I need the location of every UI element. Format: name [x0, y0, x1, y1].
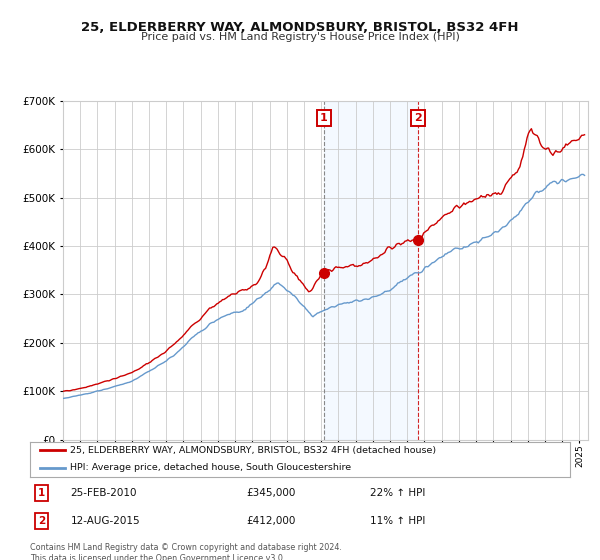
Text: 22% ↑ HPI: 22% ↑ HPI	[370, 488, 425, 498]
Text: 25, ELDERBERRY WAY, ALMONDSBURY, BRISTOL, BS32 4FH (detached house): 25, ELDERBERRY WAY, ALMONDSBURY, BRISTOL…	[71, 446, 437, 455]
Text: HPI: Average price, detached house, South Gloucestershire: HPI: Average price, detached house, Sout…	[71, 464, 352, 473]
Text: 1: 1	[38, 488, 46, 498]
Text: 12-AUG-2015: 12-AUG-2015	[71, 516, 140, 526]
Text: Price paid vs. HM Land Registry's House Price Index (HPI): Price paid vs. HM Land Registry's House …	[140, 32, 460, 43]
Bar	[323, 101, 418, 440]
Text: £345,000: £345,000	[246, 488, 295, 498]
Text: Contains HM Land Registry data © Crown copyright and database right 2024.
This d: Contains HM Land Registry data © Crown c…	[30, 543, 342, 560]
Text: 2: 2	[38, 516, 46, 526]
Text: 11% ↑ HPI: 11% ↑ HPI	[370, 516, 425, 526]
Text: 25-FEB-2010: 25-FEB-2010	[71, 488, 137, 498]
Text: £412,000: £412,000	[246, 516, 295, 526]
Text: 25, ELDERBERRY WAY, ALMONDSBURY, BRISTOL, BS32 4FH: 25, ELDERBERRY WAY, ALMONDSBURY, BRISTOL…	[81, 21, 519, 34]
Text: 1: 1	[320, 113, 328, 123]
Text: 2: 2	[414, 113, 422, 123]
